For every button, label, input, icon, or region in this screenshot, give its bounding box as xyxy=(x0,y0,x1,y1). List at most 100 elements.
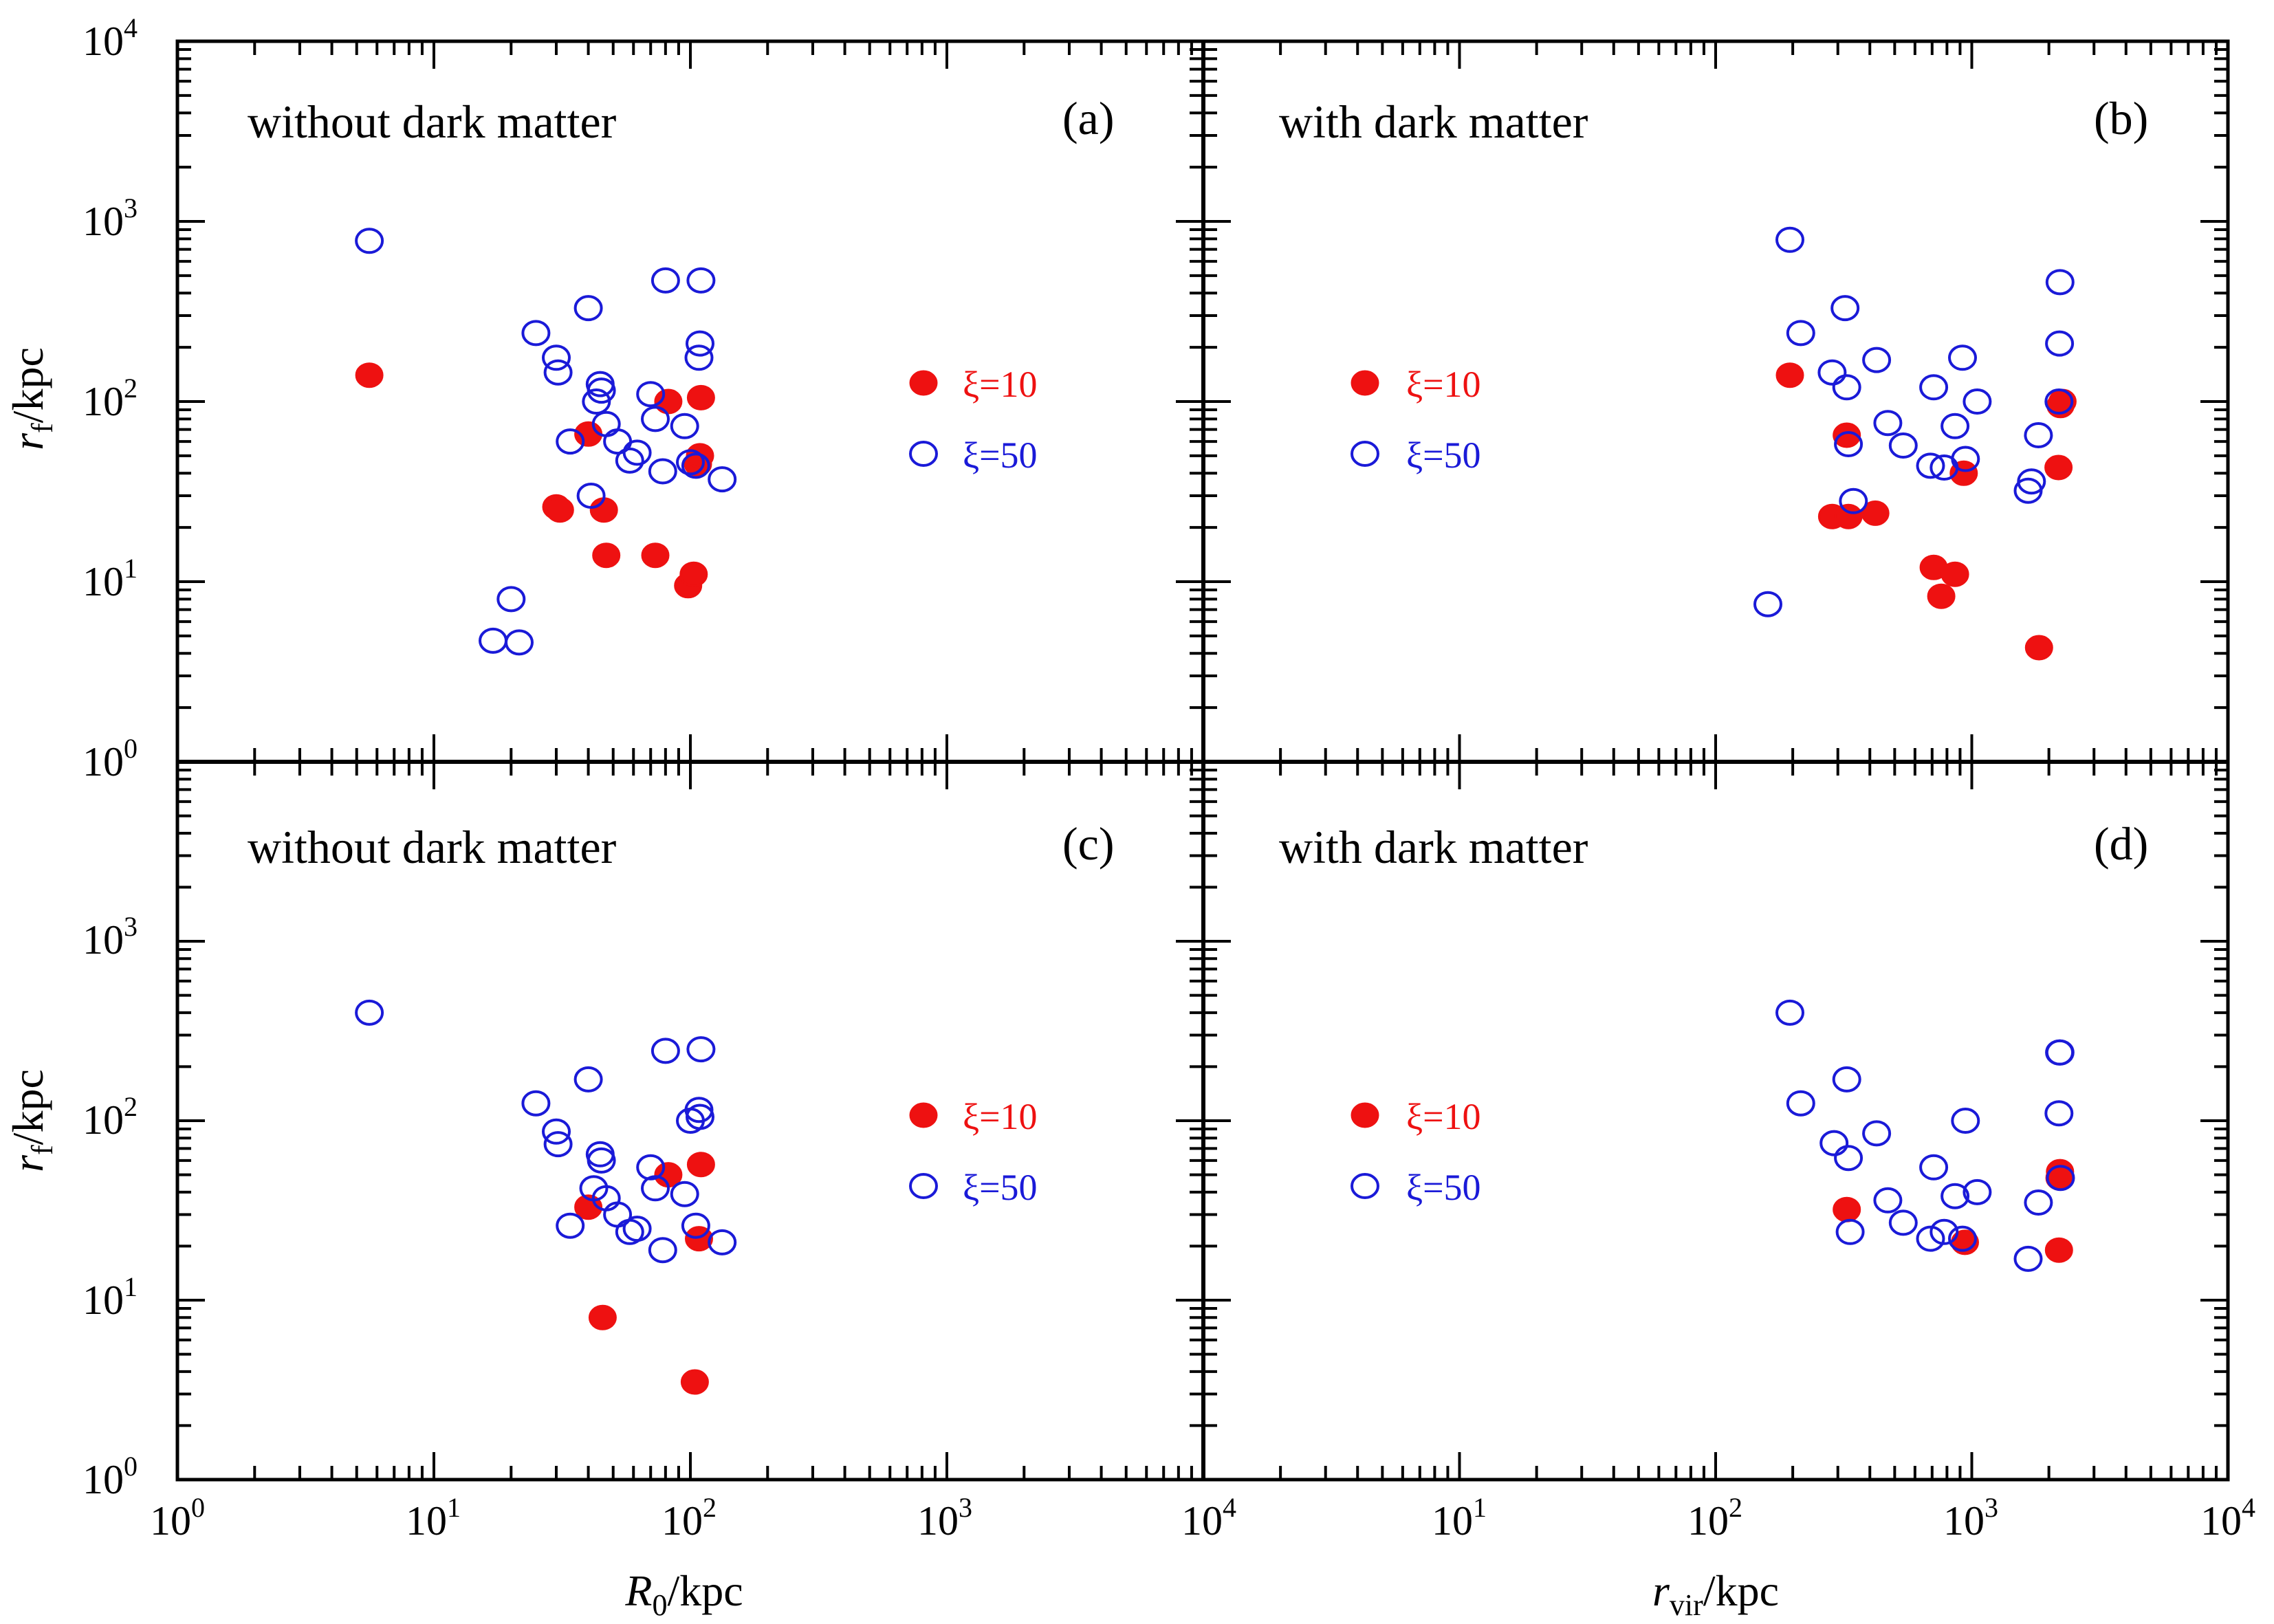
panel-b-xi50-point xyxy=(2045,330,2075,357)
panel-d-xi50-point xyxy=(1862,1120,1892,1147)
panel-a-xi10-point xyxy=(641,542,670,569)
panel-b-xi10-point xyxy=(1775,362,1804,388)
x-tick-label-left-1e0: 100 xyxy=(150,1492,205,1544)
legend-a-xi10-marker xyxy=(909,370,938,396)
y-tick-labels-upper: 104 103 102 101 100 xyxy=(83,12,138,784)
panel-c-xi50-point xyxy=(556,1212,585,1239)
y-axis-label-lower: rf/kpc xyxy=(3,1069,59,1172)
panel-c-xi50-point xyxy=(670,1181,699,1207)
panel-a-xi50-point xyxy=(681,452,710,479)
panel-a-xi50-point xyxy=(505,629,534,656)
panel-d-letter: (d) xyxy=(2094,818,2148,870)
legend-c-xi10-marker xyxy=(909,1102,938,1128)
panel-b-xi10-point xyxy=(1834,503,1863,529)
panel-d-xi50-point xyxy=(1819,1130,1849,1156)
x-tick-label-left-1e1: 101 xyxy=(406,1492,461,1544)
panel-b-xi50-point xyxy=(1888,432,1918,459)
panel-b-xi10-point xyxy=(2044,454,2073,481)
legend-b-xi50-label: ξ=50 xyxy=(1406,435,1481,476)
panel-a-xi50-point xyxy=(496,586,526,613)
panel-b-xi50-point xyxy=(1775,226,1804,253)
legend-c-xi50-label: ξ=50 xyxy=(963,1167,1038,1208)
panel-b-xi50-point xyxy=(1940,413,1970,439)
panel-a-xi50-point xyxy=(582,388,611,415)
panel-d-title: with dark matter xyxy=(1279,821,1588,873)
panel-d-xi50-point xyxy=(1832,1066,1861,1093)
panel-c-xi50-point xyxy=(542,1118,571,1145)
panel-a-xi10-point xyxy=(355,362,384,388)
legend-d-xi50-marker xyxy=(1351,1173,1379,1199)
panel-d-xi50-point xyxy=(1835,1218,1865,1245)
panel-a-xi50-point xyxy=(587,377,616,404)
panel-b-xi50-point xyxy=(1862,347,1892,373)
y-tick-label-1e1: 101 xyxy=(83,553,138,604)
y-tick-labels-lower: 103 102 101 100 xyxy=(83,911,138,1502)
panel-c-letter: (c) xyxy=(1062,818,1114,870)
panel-a-xi50-point xyxy=(542,344,571,371)
x-tick-label-mid-1e4: 104 xyxy=(1181,1492,1236,1544)
panel-c-xi50-point xyxy=(681,1212,710,1239)
legend-d-xi10-marker xyxy=(1351,1102,1379,1128)
panel-b-xi50-point xyxy=(2024,422,2053,448)
panel-c-xi50-point xyxy=(587,1147,616,1174)
x-tick-label-right-1e2: 102 xyxy=(1687,1492,1742,1544)
x-tick-label-left-1e3: 103 xyxy=(917,1492,972,1544)
panel-c-title: without dark matter xyxy=(248,821,617,873)
panel-b-xi10-point xyxy=(1833,422,1861,448)
legend-b-xi50-marker xyxy=(1351,441,1379,467)
x-tick-label-right-1e1: 101 xyxy=(1432,1492,1487,1544)
panel-a-title: without dark matter xyxy=(248,96,617,148)
panel-d-xi50-point xyxy=(1963,1178,1992,1205)
legend-a-xi50-label: ξ=50 xyxy=(963,435,1038,476)
panel-b-xi50-point xyxy=(1834,431,1863,457)
panel-d-xi50-point xyxy=(2046,1165,2075,1192)
panel-b-xi50-point xyxy=(1832,374,1861,401)
panel-c-xi50-point xyxy=(708,1229,737,1255)
x-tick-label-right-1e4: 104 xyxy=(2200,1492,2255,1544)
panel-a-xi50-point xyxy=(651,267,680,294)
panel-d-xi50-point xyxy=(1929,1218,1959,1245)
panel-a-xi50-point xyxy=(684,344,714,371)
panel-d-xi10-point xyxy=(2044,1237,2073,1263)
panel-d-xi50-point xyxy=(1951,1108,1980,1134)
panel-c-xi50-point xyxy=(651,1038,680,1064)
panel-d-xi50-point xyxy=(1916,1225,1945,1252)
panel-b-ticks xyxy=(1202,40,2229,763)
marks-layer xyxy=(355,226,2077,1395)
panel-a-xi50-point xyxy=(648,458,677,485)
legend-b-xi10-label: ξ=10 xyxy=(1406,364,1481,405)
x-axis-label-right: rvir/kpc xyxy=(1652,1566,1779,1622)
panel-c-xi50-point xyxy=(543,1131,573,1158)
panel-d-xi50-point xyxy=(2013,1245,2043,1272)
panel-b-xi10-point xyxy=(2024,635,2053,661)
panel-a-xi50-point xyxy=(355,228,384,254)
panel-d-xi50-point xyxy=(2024,1189,2053,1216)
panel-a-xi50-point xyxy=(576,483,606,509)
panel-c-xi50-point xyxy=(622,1216,652,1242)
legend-b: ξ=10 ξ=50 xyxy=(1351,364,1481,476)
y-tick-label-1e3: 103 xyxy=(83,193,138,244)
panel-a-xi10-point xyxy=(592,542,621,569)
panel-a-xi50-point xyxy=(676,449,705,476)
y-tick-label-lower-1e3: 103 xyxy=(83,911,138,963)
panel-d-xi50-point xyxy=(1775,999,1804,1026)
legend-c-xi50-marker xyxy=(909,1173,938,1199)
panel-b-title: with dark matter xyxy=(1279,96,1588,148)
legend-b-xi10-marker xyxy=(1351,370,1379,396)
panel-a-xi50-point xyxy=(591,410,621,437)
panel-c-xi50-point xyxy=(573,1066,603,1093)
legend-d-xi10-label: ξ=10 xyxy=(1406,1096,1481,1137)
legend-c: ξ=10 ξ=50 xyxy=(909,1096,1038,1208)
y-tick-label-1e4: 104 xyxy=(83,12,138,64)
panel-b-xi10-point xyxy=(1927,583,1956,609)
panel-a-xi10-point xyxy=(686,384,715,410)
panel-a-xi50-point xyxy=(686,267,716,294)
panel-d-xi50-point xyxy=(1888,1209,1918,1236)
panel-c-xi50-point xyxy=(648,1237,677,1264)
legend-a-xi10-label: ξ=10 xyxy=(963,364,1038,405)
panel-b-xi50-point xyxy=(1786,320,1815,347)
panel-a-xi50-point xyxy=(708,466,737,493)
panel-b-xi50-point xyxy=(1951,446,1980,472)
panel-c-marks xyxy=(355,999,737,1395)
panel-d-xi50-point xyxy=(1873,1187,1903,1214)
